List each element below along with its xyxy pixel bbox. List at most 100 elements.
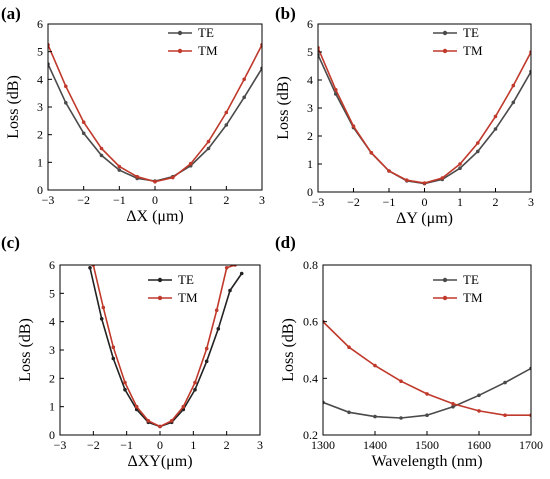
- data-point-te: [476, 149, 480, 154]
- y-tick-label: 5: [49, 286, 55, 300]
- x-tick-label: −1: [113, 193, 126, 207]
- y-tick-label: 0: [49, 428, 55, 442]
- x-tick-label: 3: [257, 438, 263, 452]
- data-point-tm: [242, 77, 246, 82]
- data-point-tm: [134, 404, 139, 409]
- data-point-tm: [373, 363, 377, 368]
- x-tick-label: 1700: [519, 438, 543, 452]
- chart-panel-2: −3 −2 −1 0 1 2 3 0 1 2 3 4 5 6 ΔXY(μm) Loss (dB) TE TM: [17, 258, 263, 470]
- data-point-te: [477, 393, 481, 398]
- data-point-te: [123, 387, 127, 392]
- x-tick-label: −1: [120, 438, 133, 452]
- data-point-tm: [405, 178, 409, 182]
- series-te-group: [318, 53, 531, 186]
- x-tick-label: 1: [457, 195, 463, 209]
- data-point-tm: [351, 124, 356, 128]
- x-tick-label: −1: [383, 195, 396, 209]
- y-axis-label: Loss (dB): [17, 318, 34, 382]
- y-tick-label: 6: [307, 17, 313, 31]
- data-point-te: [347, 410, 351, 415]
- data-point-tm: [224, 266, 229, 270]
- y-tick-label: 2: [37, 128, 43, 142]
- x-tick-label: 2: [223, 193, 229, 207]
- data-point-tm: [181, 404, 186, 409]
- legend-label-te: TE: [463, 25, 479, 40]
- series-line-tm: [92, 265, 236, 428]
- x-tick-label: 0: [157, 438, 163, 452]
- legend: TE TM: [168, 25, 218, 58]
- data-point-te: [111, 356, 116, 361]
- series-tm-group: [48, 43, 262, 184]
- legend-marker-tm: [157, 295, 163, 301]
- data-point-tm: [451, 402, 455, 406]
- data-point-te: [117, 168, 122, 172]
- legend-label-te: TE: [463, 272, 479, 287]
- legend-label-te: TE: [178, 272, 194, 287]
- legend-label-tm: TM: [463, 43, 483, 58]
- series-line-tm: [318, 47, 531, 184]
- chart-panel-3: 1300 1400 1500 1600 1700 0.2 0.4 0.6 0.8 Waveleng…: [280, 258, 543, 470]
- y-tick-label: 4: [307, 73, 313, 87]
- series-line-tm: [323, 321, 531, 417]
- data-point-tm: [347, 345, 351, 350]
- data-point-tm: [503, 413, 507, 418]
- x-tick-label: −2: [77, 193, 90, 207]
- x-axis-label: Wavelength (nm): [371, 453, 482, 470]
- data-point-tm: [387, 169, 391, 173]
- data-point-tm: [146, 419, 151, 423]
- y-tick-label: 1: [307, 157, 313, 171]
- x-tick-label: −2: [347, 195, 360, 209]
- legend-marker-tm: [442, 295, 448, 301]
- y-tick-label: 0.4: [303, 371, 318, 385]
- panel-label-b: (b): [275, 4, 296, 23]
- data-point-tm: [64, 84, 68, 89]
- x-axis-label: ΔXY(μm): [127, 453, 192, 470]
- data-point-tm: [99, 146, 104, 151]
- x-tick-label: 1600: [467, 438, 491, 452]
- data-point-te: [216, 327, 221, 331]
- legend: TE TM: [433, 25, 483, 58]
- data-point-tm: [224, 110, 229, 115]
- legend: TE TM: [433, 272, 483, 305]
- x-tick-label: 1: [190, 438, 196, 452]
- data-point-te: [458, 166, 462, 170]
- y-tick-label: 5: [307, 45, 313, 59]
- y-tick-label: 1: [37, 155, 43, 169]
- chart-panel-1: −3 −2 −1 0 1 2 3 0 1 2 3 4 5 6 ΔY (μm) Loss (dB) TE TM: [275, 17, 534, 227]
- data-point-tm: [117, 164, 122, 169]
- data-point-te: [88, 266, 92, 270]
- data-point-te: [99, 317, 104, 321]
- data-point-te: [242, 95, 246, 100]
- data-point-tm: [425, 392, 429, 396]
- y-axis-label: Loss (dB): [5, 75, 22, 139]
- legend-marker-te: [442, 30, 448, 36]
- legend-marker-te: [442, 277, 448, 283]
- data-point-tm: [123, 380, 127, 385]
- x-tick-label: 1500: [415, 438, 439, 452]
- data-point-tm: [422, 181, 427, 185]
- plot-frame: [317, 23, 532, 193]
- legend-label-tm: TM: [178, 290, 198, 305]
- legend-label-tm: TM: [463, 290, 483, 305]
- x-tick-label: −3: [42, 193, 55, 207]
- panel-label-c: (c): [1, 233, 20, 252]
- y-tick-label: 5: [37, 45, 43, 59]
- legend-marker-te: [157, 277, 163, 283]
- data-point-tm: [188, 161, 193, 166]
- series-line-te: [48, 63, 262, 182]
- data-point-tm: [135, 174, 139, 179]
- series-te-group: [88, 266, 244, 429]
- x-tick-label: −3: [312, 195, 325, 209]
- x-tick-label: −3: [54, 438, 67, 452]
- y-tick-label: 0: [37, 183, 43, 197]
- data-point-tm: [458, 162, 462, 166]
- data-point-te: [224, 123, 229, 127]
- data-point-te: [81, 131, 86, 136]
- x-tick-label: 3: [259, 193, 265, 207]
- y-tick-label: 0: [307, 185, 313, 199]
- y-tick-label: 0.8: [303, 258, 318, 272]
- data-point-tm: [81, 120, 86, 124]
- data-point-tm: [169, 419, 174, 423]
- legend-marker-te: [177, 30, 183, 36]
- data-point-te: [228, 288, 232, 293]
